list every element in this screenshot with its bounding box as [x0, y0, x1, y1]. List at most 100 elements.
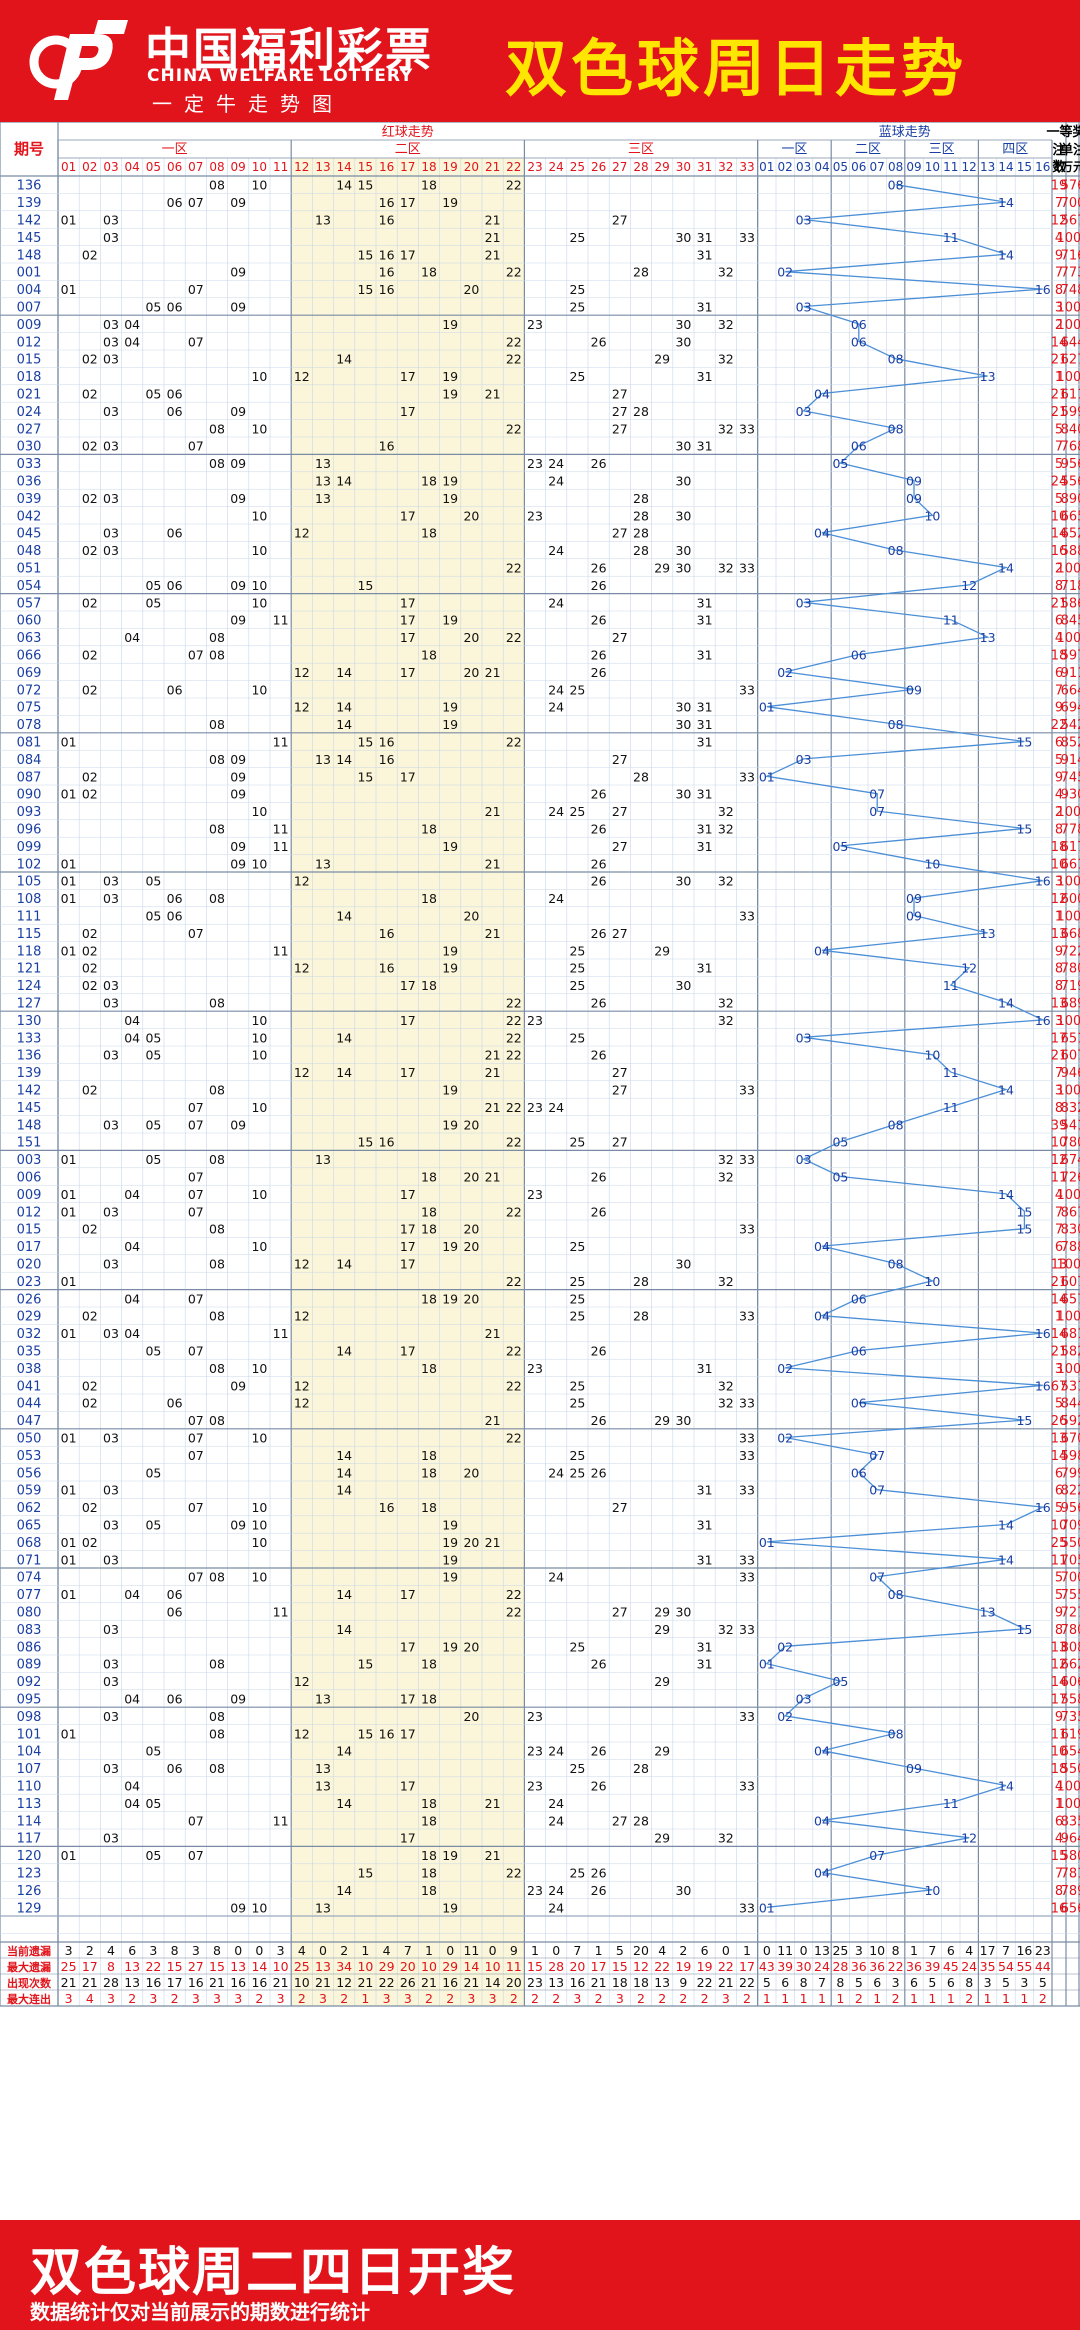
red-ball: 17 [400, 595, 416, 610]
red-ball: 33 [739, 1483, 755, 1498]
prize-header: 一等奖 [1046, 124, 1080, 140]
blue-ball: 11 [943, 230, 959, 245]
red-number-header: 33 [739, 160, 754, 174]
stat-value: 19 [697, 1959, 713, 1974]
prize-count: 1 [1055, 1797, 1063, 1812]
red-ball: 09 [230, 195, 246, 210]
red-number-header: 14 [337, 160, 352, 174]
blue-ball: 05 [832, 1674, 848, 1689]
blue-number-header: 16 [1035, 160, 1050, 174]
blue-ball: 16 [1035, 282, 1051, 297]
blue-ball: 03 [796, 213, 812, 228]
prize-unit: 700 [1061, 1571, 1080, 1586]
period-number: 148 [17, 248, 42, 263]
red-ball: 09 [230, 787, 246, 802]
stat-value: 13 [814, 1943, 830, 1958]
prize-count: 10 [1051, 1745, 1068, 1760]
blue-ball: 04 [814, 1239, 830, 1254]
red-ball: 17 [400, 369, 416, 384]
red-ball: 15 [357, 1726, 373, 1741]
red-ball: 06 [167, 526, 183, 541]
red-ball: 24 [548, 595, 564, 610]
red-ball: 19 [442, 717, 458, 732]
prize-unit: 832 [1061, 1101, 1080, 1116]
red-ball: 01 [61, 1535, 77, 1550]
red-ball: 24 [548, 1100, 564, 1115]
stat-value: 3 [616, 1991, 624, 2006]
red-ball: 23 [527, 1361, 543, 1376]
stat-value: 15 [167, 1959, 183, 1974]
blue-ball: 11 [943, 1100, 959, 1115]
red-ball: 15 [357, 578, 373, 593]
stat-value: 16 [230, 1975, 246, 1990]
prize-count: 9 [1055, 701, 1063, 716]
stat-value: 0 [446, 1943, 454, 1958]
prize-count: 1 [1055, 910, 1063, 925]
prize-unit: 657 [1061, 1292, 1080, 1307]
red-ball: 12 [294, 700, 310, 715]
red-ball: 01 [61, 1187, 77, 1202]
stat-value: 39 [924, 1959, 940, 1974]
stat-value: 5 [1039, 1975, 1047, 1990]
red-ball: 08 [209, 1361, 225, 1376]
prize-count: 9 [1055, 1710, 1063, 1725]
red-ball: 32 [718, 352, 734, 367]
red-ball: 04 [124, 1587, 140, 1602]
period-number: 029 [17, 1310, 42, 1325]
red-number-header: 15 [358, 160, 373, 174]
red-ball: 29 [654, 561, 670, 576]
red-ball: 02 [82, 595, 98, 610]
red-ball: 10 [251, 1239, 267, 1254]
red-ball: 30 [675, 334, 691, 349]
period-number: 048 [17, 544, 42, 559]
blue-number-header: 04 [814, 160, 829, 174]
red-ball: 23 [527, 1744, 543, 1759]
red-number-header: 27 [612, 160, 627, 174]
red-ball: 07 [188, 1170, 204, 1185]
red-ball: 32 [718, 822, 734, 837]
prize-count: 8 [1055, 1101, 1063, 1116]
red-ball: 03 [103, 317, 119, 332]
prize-unit: 930 [1061, 788, 1080, 803]
red-ball: 12 [294, 874, 310, 889]
prize-unit: 656 [1061, 1901, 1080, 1916]
red-number-header: 32 [718, 160, 733, 174]
stat-value: 4 [658, 1943, 666, 1958]
blue-ball: 08 [888, 1117, 904, 1132]
red-ball: 20 [463, 1465, 479, 1480]
blue-ball: 07 [869, 787, 885, 802]
red-ball: 10 [251, 1500, 267, 1515]
red-ball: 19 [442, 317, 458, 332]
red-ball: 04 [124, 1326, 140, 1341]
red-ball: 19 [442, 1239, 458, 1254]
red-ball: 17 [400, 404, 416, 419]
red-ball: 03 [103, 1326, 119, 1341]
period-number: 090 [17, 788, 42, 803]
red-ball: 30 [675, 1883, 691, 1898]
prize-unit: 705 [1061, 1553, 1080, 1568]
red-ball: 09 [230, 1117, 246, 1132]
red-ball: 28 [633, 526, 649, 541]
prize-count: 39 [1051, 1118, 1068, 1133]
prize-count: 4 [1055, 788, 1063, 803]
red-ball: 24 [548, 891, 564, 906]
red-ball: 16 [379, 1500, 395, 1515]
red-ball: 24 [548, 1883, 564, 1898]
red-number-header: 21 [485, 160, 500, 174]
red-ball: 05 [145, 1796, 161, 1811]
red-ball: 06 [167, 195, 183, 210]
blue-ball: 14 [998, 1779, 1014, 1794]
blue-ball: 14 [998, 561, 1014, 576]
red-ball: 29 [654, 1744, 670, 1759]
prize-count: 7 [1055, 266, 1063, 281]
red-ball: 33 [739, 1152, 755, 1167]
prize-unit: 718 [1061, 579, 1080, 594]
blue-ball: 09 [906, 474, 922, 489]
prize-count: 26 [1051, 1414, 1068, 1429]
prize-count: 12 [1051, 892, 1068, 907]
blue-ball: 09 [906, 682, 922, 697]
prize-unit: 844 [1061, 1397, 1080, 1412]
period-number: 075 [17, 701, 42, 716]
period-number: 047 [17, 1414, 42, 1429]
